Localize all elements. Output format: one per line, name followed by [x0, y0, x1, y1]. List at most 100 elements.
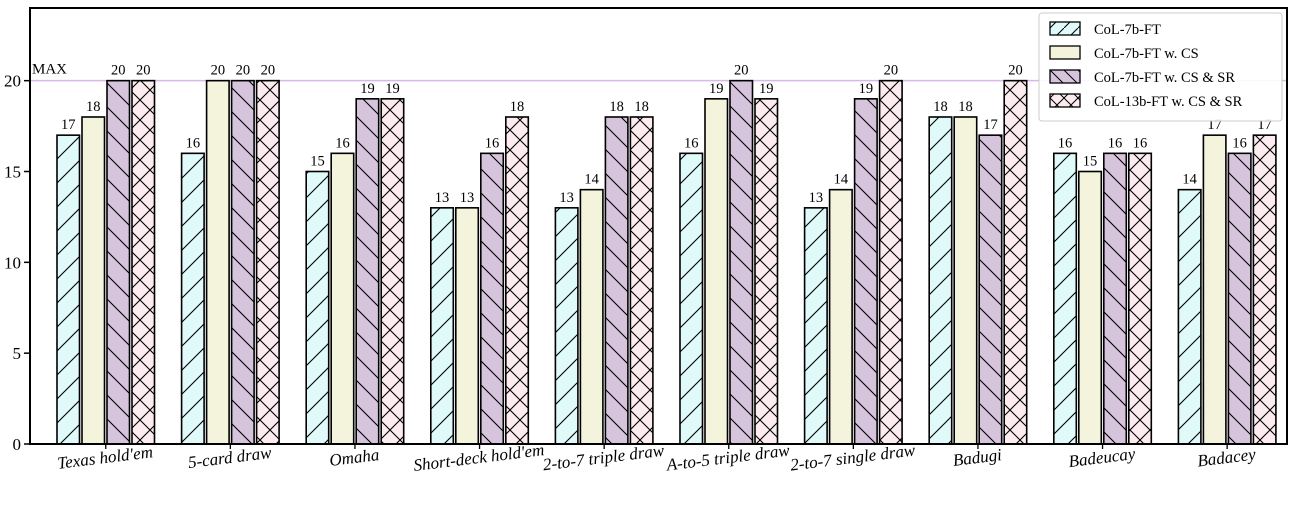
value-label-texas-hold-em-col-7b-ft-w-cs-sr: 20: [111, 63, 126, 79]
x-tick-label-a-to-5-triple-draw: A-to-5 triple draw: [665, 440, 792, 474]
value-label-2-to-7-single-draw-col-7b-ft-w-cs-sr: 19: [859, 81, 874, 97]
legend-label-col-13b-ft-w-cs-sr: CoL-13b-FT w. CS & SR: [1094, 94, 1243, 110]
y-tick-label-0: 0: [13, 435, 22, 454]
bar-a-to-5-triple-draw-col-7b-ft-w-cs: [705, 98, 728, 444]
bar-badugi-col-7b-ft-w-cs: [954, 117, 977, 444]
x-tick-label-omaha: Omaha: [328, 445, 380, 470]
bar-texas-hold-em-col-7b-ft-hatch: [57, 135, 80, 444]
value-label-texas-hold-em-col-7b-ft-w-cs: 18: [86, 99, 101, 115]
legend-label-col-7b-ft: CoL-7b-FT: [1094, 22, 1161, 38]
bar-omaha-col-7b-ft-hatch: [306, 171, 329, 444]
value-label-badugi-col-7b-ft-w-cs-sr: 17: [983, 117, 998, 133]
legend-label-col-7b-ft-w-cs: CoL-7b-FT w. CS: [1094, 46, 1199, 62]
legend-swatch-outline-col-13b-ft-w-cs-sr: [1049, 93, 1081, 108]
x-tick-label-badeucay: Badeucay: [1067, 444, 1136, 471]
bar-2-to-7-single-draw-col-7b-ft-hatch: [804, 207, 828, 444]
value-label-omaha-col-7b-ft-w-cs: 16: [335, 135, 350, 151]
legend-swatch-hatch-col-13b-ft-w-cs-sr: [1050, 94, 1080, 107]
value-label-badeucay-col-7b-ft-w-cs: 15: [1083, 154, 1098, 170]
value-label-a-to-5-triple-draw-col-7b-ft-w-cs: 19: [709, 81, 724, 97]
bar-omaha-col-7b-ft-w-cs-sr-hatch: [356, 98, 379, 444]
value-label-a-to-5-triple-draw-col-13b-ft-w-cs-sr: 19: [759, 81, 774, 97]
bar-5-card-draw-col-13b-ft-w-cs-sr-hatch: [256, 80, 280, 445]
value-label-short-deck-hold-em-col-13b-ft-w-cs-sr: 18: [510, 99, 525, 115]
legend-swatch-hatch-col-7b-ft-w-cs-sr: [1050, 70, 1080, 83]
value-label-2-to-7-triple-draw-col-7b-ft: 13: [559, 190, 574, 206]
bar-badeucay-col-7b-ft-w-cs: [1078, 171, 1102, 444]
value-label-a-to-5-triple-draw-col-7b-ft: 16: [684, 135, 699, 151]
value-label-5-card-draw-col-7b-ft-w-cs: 20: [211, 63, 226, 79]
bar-2-to-7-triple-draw-col-13b-ft-w-cs-sr-hatch: [630, 117, 653, 444]
y-tick-label-20: 20: [4, 72, 21, 91]
bar-badacey-col-7b-ft-w-cs-sr-hatch: [1228, 153, 1251, 445]
bar-5-card-draw-col-7b-ft-hatch: [181, 153, 205, 445]
bar-omaha-col-13b-ft-w-cs-sr-hatch: [381, 98, 404, 444]
value-label-omaha-col-7b-ft-w-cs-sr: 19: [360, 81, 375, 97]
value-label-badeucay-col-13b-ft-w-cs-sr: 16: [1133, 135, 1148, 151]
bar-short-deck-hold-em-col-7b-ft-hatch: [430, 207, 454, 444]
bar-short-deck-hold-em-col-13b-ft-w-cs-sr-hatch: [505, 117, 529, 444]
bar-omaha-col-7b-ft-w-cs: [331, 153, 354, 445]
value-label-2-to-7-triple-draw-col-13b-ft-w-cs-sr: 18: [634, 99, 649, 115]
bar-2-to-7-triple-draw-col-7b-ft-hatch: [555, 207, 578, 444]
bar-5-card-draw-col-7b-ft-w-cs: [206, 80, 230, 445]
legend-swatch-col-7b-ft-w-cs: [1050, 46, 1080, 59]
value-label-texas-hold-em-col-13b-ft-w-cs-sr: 20: [136, 63, 151, 79]
bar-2-to-7-triple-draw-col-7b-ft-w-cs: [580, 189, 603, 444]
y-tick-label-5: 5: [13, 344, 22, 363]
bars-group: [56, 79, 1277, 445]
x-tick-label-texas-hold-em: Texas hold'em: [56, 442, 154, 473]
bar-short-deck-hold-em-col-7b-ft-w-cs: [455, 207, 479, 444]
value-label-badeucay-col-7b-ft: 16: [1058, 135, 1073, 151]
legend-label-col-7b-ft-w-cs-sr: CoL-7b-FT w. CS & SR: [1094, 70, 1235, 86]
value-label-badugi-col-7b-ft: 18: [933, 99, 948, 115]
value-label-badacey-col-7b-ft-w-cs-sr: 16: [1232, 135, 1247, 151]
bar-texas-hold-em-col-13b-ft-w-cs-sr-hatch: [132, 80, 155, 445]
bar-2-to-7-single-draw-col-7b-ft-w-cs-sr-hatch: [854, 98, 878, 444]
x-tick-label-badacey: Badacey: [1196, 444, 1257, 470]
bar-badugi-col-7b-ft-w-cs-sr-hatch: [979, 135, 1002, 444]
y-axis: 0 5 10 15 20: [4, 72, 30, 454]
value-labels-group: 17 18 20 20 16 20 20 20 15 16 19 19 13 13 16 18 13 14 18 18…: [61, 63, 1272, 206]
bar-badeucay-col-7b-ft-w-cs-sr-hatch: [1103, 153, 1127, 445]
value-label-2-to-7-single-draw-col-13b-ft-w-cs-sr: 20: [884, 63, 899, 79]
bar-2-to-7-triple-draw-col-7b-ft-w-cs-sr-hatch: [605, 117, 628, 444]
value-label-short-deck-hold-em-col-7b-ft-w-cs: 13: [460, 190, 475, 206]
bar-2-to-7-single-draw-col-13b-ft-w-cs-sr-hatch: [879, 80, 903, 445]
bar-5-card-draw-col-7b-ft-w-cs-sr-hatch: [231, 80, 255, 445]
value-label-2-to-7-single-draw-col-7b-ft-w-cs: 14: [834, 172, 849, 188]
plot-frame: [29, 7, 1288, 445]
value-label-omaha-col-7b-ft: 15: [310, 154, 325, 170]
legend-box: [1038, 12, 1283, 122]
value-label-2-to-7-triple-draw-col-7b-ft-w-cs-sr: 18: [609, 99, 624, 115]
bar-texas-hold-em-col-7b-ft-w-cs-sr-hatch: [107, 80, 130, 445]
bar-badeucay-col-13b-ft-w-cs-sr-hatch: [1128, 153, 1152, 445]
bar-texas-hold-em-col-7b-ft-w-cs: [82, 117, 105, 444]
bar-badacey-col-7b-ft-w-cs: [1203, 135, 1226, 444]
value-label-5-card-draw-col-7b-ft: 16: [186, 135, 201, 151]
x-tick-label-badugi: Badugi: [952, 445, 1003, 470]
value-label-badugi-col-13b-ft-w-cs-sr: 20: [1008, 63, 1023, 79]
value-label-2-to-7-triple-draw-col-7b-ft-w-cs: 14: [584, 172, 599, 188]
max-reference-label: MAX: [32, 62, 67, 78]
bar-badacey-col-13b-ft-w-cs-sr-hatch: [1253, 135, 1276, 444]
value-label-5-card-draw-col-13b-ft-w-cs-sr: 20: [261, 63, 276, 79]
bar-short-deck-hold-em-col-7b-ft-w-cs-sr-hatch: [480, 153, 504, 445]
legend-swatch-hatch-col-7b-ft: [1050, 22, 1080, 35]
bar-2-to-7-single-draw-col-7b-ft-w-cs: [829, 189, 853, 444]
legend: CoL-7b-FT CoL-7b-FT w. CS CoL-7b-FT w. CS …: [1038, 12, 1283, 122]
value-label-badeucay-col-7b-ft-w-cs-sr: 16: [1108, 135, 1123, 151]
value-label-2-to-7-single-draw-col-7b-ft: 13: [809, 190, 824, 206]
bar-a-to-5-triple-draw-col-13b-ft-w-cs-sr-hatch: [755, 98, 778, 444]
legend-swatch-outline-col-7b-ft-w-cs-sr: [1049, 69, 1081, 84]
bar-a-to-5-triple-draw-col-7b-ft-w-cs-sr-hatch: [730, 80, 753, 445]
value-label-badacey-col-7b-ft: 14: [1182, 172, 1197, 188]
bar-badugi-col-13b-ft-w-cs-sr-hatch: [1004, 80, 1027, 445]
value-label-badugi-col-7b-ft-w-cs: 18: [958, 99, 973, 115]
value-label-short-deck-hold-em-col-7b-ft-w-cs-sr: 16: [485, 135, 500, 151]
y-tick-label-15: 15: [4, 163, 21, 182]
bar-badacey-col-7b-ft-hatch: [1178, 189, 1201, 444]
value-label-short-deck-hold-em-col-7b-ft: 13: [435, 190, 450, 206]
legend-swatch-outline-col-7b-ft-w-cs: [1049, 45, 1081, 60]
